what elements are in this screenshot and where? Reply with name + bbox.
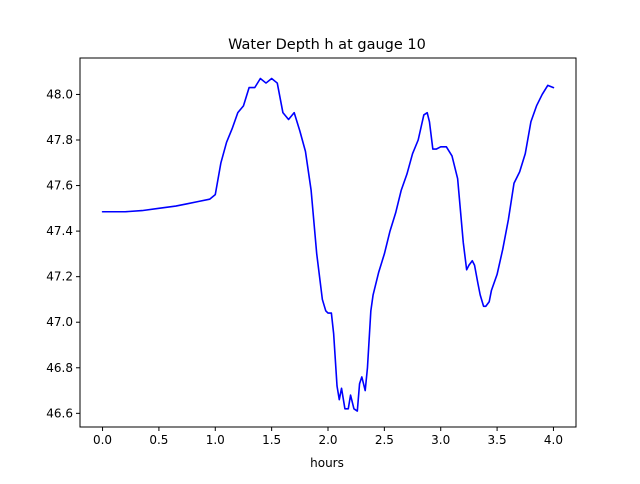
x-tick-label: 2.5 — [375, 433, 394, 447]
x-tick-label: 2.0 — [318, 433, 337, 447]
series-line — [101, 77, 555, 412]
x-tick-label: 3.5 — [488, 433, 507, 447]
x-axis-label: hours — [310, 456, 344, 470]
y-tick-label: 47.4 — [46, 224, 73, 238]
y-tick-label: 47.6 — [46, 179, 73, 193]
x-tick-label: 0.0 — [93, 433, 112, 447]
y-tick-label: 46.6 — [46, 406, 73, 420]
x-tick-label: 4.0 — [544, 433, 563, 447]
x-tick-label: 1.0 — [206, 433, 225, 447]
plot-area: 0.0 0.5 1.0 1.5 2.0 2.5 3.0 3.5 4.0 46.6 46.8 47.0 4… — [46, 57, 577, 447]
y-tick-label: 46.8 — [46, 361, 73, 375]
chart-title: Water Depth h at gauge 10 — [228, 37, 426, 53]
x-tick-label: 3.0 — [431, 433, 450, 447]
y-tick-label: 47.0 — [46, 315, 73, 329]
x-tick-label: 0.5 — [149, 433, 168, 447]
y-tick-label: 47.8 — [46, 133, 73, 147]
y-tick-label: 48.0 — [46, 87, 73, 101]
y-tick-label: 47.2 — [46, 270, 73, 284]
x-tick-label: 1.5 — [262, 433, 281, 447]
